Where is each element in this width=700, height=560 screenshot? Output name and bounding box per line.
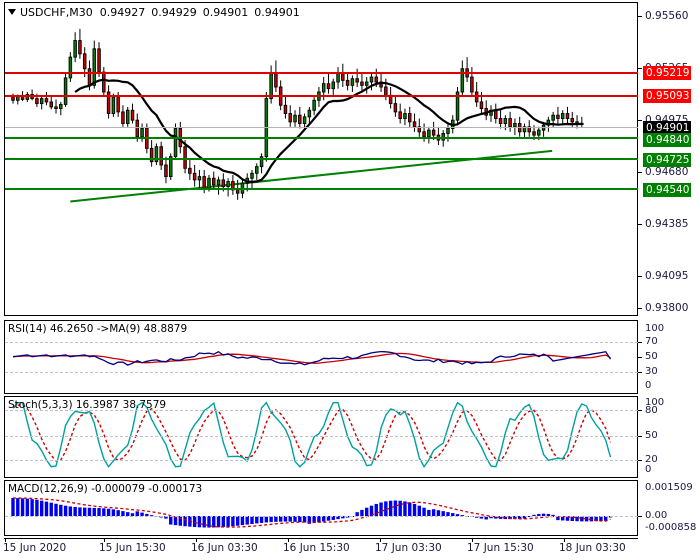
time-axis-label: 18 Jun 03:30 bbox=[559, 542, 626, 554]
macd-zero-line bbox=[5, 516, 638, 517]
price-tag-resistance-2[interactable]: 0.95093 bbox=[643, 89, 692, 103]
stoch-level-50 bbox=[5, 436, 638, 437]
rsi-axis-label: 0 bbox=[645, 380, 652, 391]
price-axis-label: 0.95560 bbox=[645, 10, 689, 22]
stochastic-plot-area[interactable] bbox=[5, 396, 637, 480]
stoch-level-20 bbox=[5, 460, 638, 461]
price-axis-label: 0.94975 bbox=[645, 114, 689, 126]
support-line-094540[interactable] bbox=[5, 188, 638, 190]
current-price-line bbox=[5, 127, 638, 128]
quote-header: USDCHF,M30 0.94927 0.94929 0.94901 0.94901 bbox=[8, 6, 306, 19]
rsi-series bbox=[12, 350, 612, 366]
stoch-axis-label: 0 bbox=[645, 464, 652, 475]
quote-low: 0.94901 bbox=[202, 6, 249, 19]
quote-open: 0.94927 bbox=[99, 6, 146, 19]
stochastic-axis: 100 80 50 20 0 bbox=[638, 396, 700, 478]
macd-plot-area[interactable] bbox=[5, 480, 637, 538]
time-axis-label: 15 Jun 2020 bbox=[3, 542, 67, 554]
stoch-axis-label: 20 bbox=[645, 454, 658, 465]
rsi-panel[interactable]: RSI(14) 46.2650 ->MA(9) 48.8879 100 70 5… bbox=[0, 320, 700, 396]
rsi-axis-label: 70 bbox=[645, 336, 658, 347]
stochastic-label: Stoch(5,3,3) 16.3987 38.7579 bbox=[8, 399, 167, 411]
price-axis-label: 0.93800 bbox=[645, 302, 689, 314]
rsi-axis-label: 100 bbox=[645, 323, 665, 334]
stoch-level-80 bbox=[5, 410, 638, 411]
price-chart-panel[interactable]: USDCHF,M30 0.94927 0.94929 0.94901 0.94901 0… bbox=[0, 0, 700, 318]
quote-high: 0.94929 bbox=[151, 6, 197, 19]
quote-close: 0.94901 bbox=[254, 6, 300, 19]
time-axis-label: 16 Jun 15:30 bbox=[283, 542, 350, 554]
rsi-level-30 bbox=[5, 372, 638, 373]
price-tag-support-3[interactable]: 0.94540 bbox=[643, 183, 692, 197]
macd-panel[interactable]: MACD(12,26,9) -0.000079 -0.000173 0.0015… bbox=[0, 480, 700, 538]
macd-label: MACD(12,26,9) -0.000079 -0.000173 bbox=[8, 483, 203, 495]
macd-axis-label: 0.00 bbox=[645, 510, 668, 521]
macd-series bbox=[11, 497, 613, 528]
price-axis[interactable]: 0.95560 0.95265 0.94975 0.94680 0.94385 … bbox=[638, 2, 700, 316]
stoch-axis-label: 50 bbox=[645, 430, 658, 441]
rsi-axis-label: 30 bbox=[645, 366, 658, 377]
price-tag-support-1[interactable]: 0.94840 bbox=[643, 133, 692, 147]
time-axis-label: 17 Jun 03:30 bbox=[375, 542, 442, 554]
support-line-094725[interactable] bbox=[5, 158, 638, 160]
price-axis-label: 0.94680 bbox=[645, 166, 689, 178]
stochastic-series bbox=[12, 401, 612, 469]
support-line-094840[interactable] bbox=[5, 137, 638, 139]
rsi-level-70 bbox=[5, 342, 638, 343]
macd-axis-label: 0.001509 bbox=[645, 482, 693, 493]
time-axis-line bbox=[4, 538, 638, 539]
triangle-down-icon[interactable] bbox=[8, 9, 16, 15]
stoch-axis-label: 100 bbox=[645, 397, 665, 408]
price-tag-current-price[interactable]: 0.94901 bbox=[643, 121, 692, 135]
price-axis-label: 0.94095 bbox=[645, 270, 689, 282]
rsi-axis-label: 50 bbox=[645, 351, 658, 362]
price-tag-resistance-1[interactable]: 0.95219 bbox=[643, 66, 692, 80]
price-tag-support-2[interactable]: 0.94725 bbox=[643, 153, 692, 167]
rsi-plot-area[interactable] bbox=[5, 320, 637, 396]
rsi-label: RSI(14) 46.2650 ->MA(9) 48.8879 bbox=[8, 323, 188, 335]
rsi-axis: 100 70 50 30 0 bbox=[638, 320, 700, 394]
resistance-line-095093[interactable] bbox=[5, 95, 638, 97]
time-axis[interactable]: 15 Jun 2020 15 Jun 15:30 16 Jun 03:30 16… bbox=[0, 538, 700, 560]
time-axis-label: 15 Jun 15:30 bbox=[99, 542, 166, 554]
stochastic-panel[interactable]: Stoch(5,3,3) 16.3987 38.7579 100 80 50 2… bbox=[0, 396, 700, 480]
time-axis-label: 17 Jun 15:30 bbox=[467, 542, 534, 554]
price-axis-label: 0.94385 bbox=[645, 218, 689, 230]
symbol-period-label: USDCHF,M30 bbox=[20, 6, 93, 19]
resistance-line-095219[interactable] bbox=[5, 72, 638, 74]
stoch-axis-label: 80 bbox=[645, 405, 658, 416]
time-axis-label: 16 Jun 03:30 bbox=[191, 542, 258, 554]
macd-axis: 0.001509 0.00 -0.000858 bbox=[638, 480, 700, 536]
macd-axis-label: -0.000858 bbox=[645, 522, 697, 533]
